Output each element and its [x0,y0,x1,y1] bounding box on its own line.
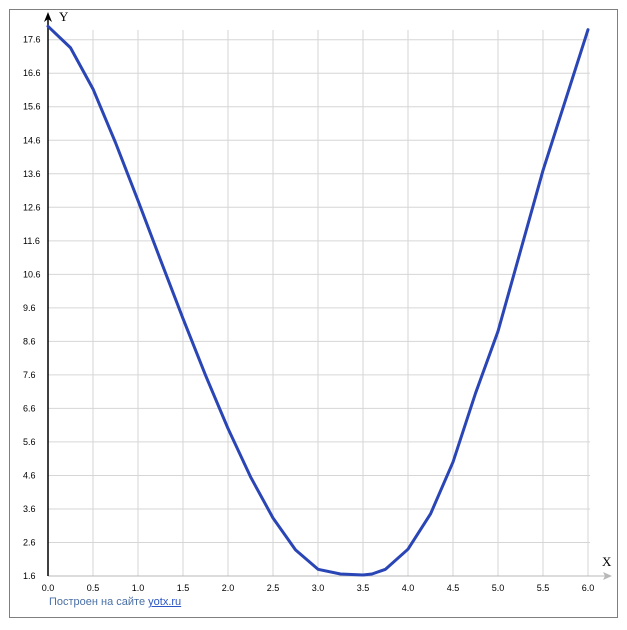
x-tick-label: 1.0 [132,583,145,593]
credit-link[interactable]: yotx.ru [148,596,182,608]
y-tick-label: 5.6 [23,437,36,447]
chart-frame [9,9,618,618]
x-tick-label: 1.5 [177,583,190,593]
credit-text: Построен на сайте [49,596,149,608]
x-tick-label: 0.0 [42,583,55,593]
site-credit: Построен на сайте yotx.ru [49,596,181,608]
y-tick-label: 12.6 [23,202,41,212]
y-tick-label: 8.6 [23,336,36,346]
y-tick-label: 14.6 [23,135,41,145]
y-tick-label: 10.6 [23,269,41,279]
x-axis-arrow [603,572,612,580]
x-tick-label: 2.5 [267,583,280,593]
y-tick-label: 7.6 [23,370,36,380]
y-tick-label: 1.6 [23,571,36,581]
y-tick-label: 2.6 [23,537,36,547]
y-tick-label: 9.6 [23,303,36,313]
x-axis-label: X [602,554,612,569]
series-line [46,24,590,577]
x-tick-label: 3.0 [312,583,325,593]
y-tick-label: 13.6 [23,169,41,179]
x-tick-label: 4.0 [402,583,415,593]
y-tick-label: 11.6 [23,236,40,246]
x-tick-label: 2.0 [222,583,235,593]
y-tick-label: 3.6 [23,504,36,514]
y-tick-label: 6.6 [23,403,36,413]
y-tick-label: 17.6 [23,35,41,45]
y-tick-label: 15.6 [23,102,41,112]
x-tick-label: 4.5 [447,583,460,593]
x-tick-label: 3.5 [357,583,370,593]
y-axis-arrow [44,12,52,22]
x-tick-label: 0.5 [87,583,100,593]
x-tick-label: 6.0 [582,583,595,593]
y-axis-label: Y [59,9,69,24]
x-tick-label: 5.5 [537,583,550,593]
y-tick-label: 4.6 [23,470,36,480]
x-tick-label: 5.0 [492,583,505,593]
y-tick-label: 16.6 [23,68,41,78]
